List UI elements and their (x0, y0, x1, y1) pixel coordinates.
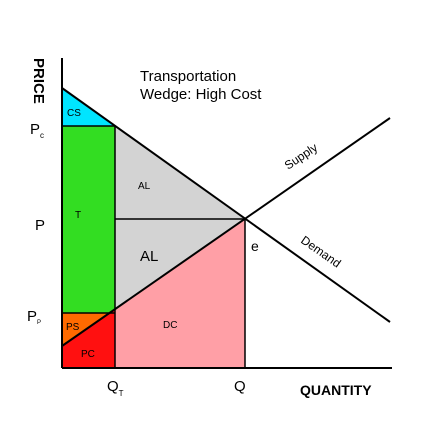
supply-curve (61, 117, 391, 347)
title-line: Wedge: High Cost (140, 86, 262, 103)
demand-label: Demand (298, 233, 343, 270)
region-label: PC (81, 349, 95, 360)
price-level: P (35, 217, 45, 234)
equilibrium-label: e (251, 238, 259, 254)
dc-region (115, 219, 245, 368)
region-label: CS (67, 108, 81, 119)
region-label: AL (138, 181, 151, 192)
demand-curve (61, 87, 391, 323)
region-label: AL (140, 248, 158, 265)
title-line: Transportation (140, 68, 236, 85)
quantity-level: QT (107, 378, 124, 398)
price-level: PP (27, 308, 41, 326)
region-label: PS (66, 322, 80, 333)
region-label: DC (163, 320, 177, 331)
quantity-level: Q (234, 378, 246, 395)
supply-label: Supply (282, 140, 320, 172)
price-level: Pc (30, 121, 44, 140)
region-label: T (75, 210, 81, 221)
y-axis-label: PRICE (30, 58, 47, 104)
x-axis-label: QUANTITY (300, 382, 372, 398)
t-region (62, 126, 115, 313)
pc-region (62, 310, 115, 368)
